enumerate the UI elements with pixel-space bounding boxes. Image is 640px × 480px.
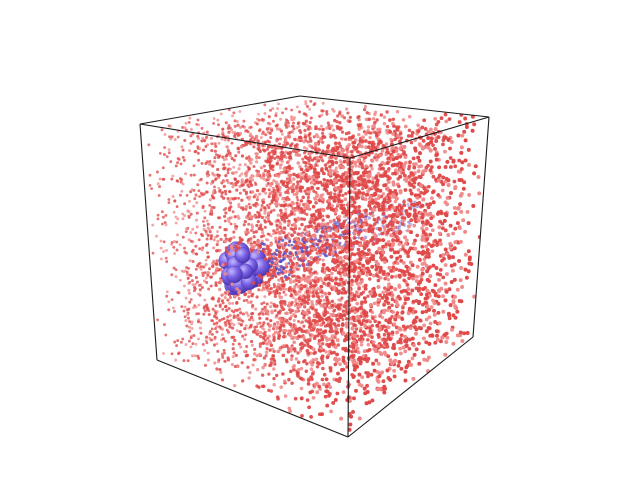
box-edge-bottom-left [156, 359, 349, 438]
box-edge-top-back [139, 95, 301, 125]
box-edge-top-right [299, 95, 490, 118]
solute-atom [225, 265, 243, 284]
solute-cluster[interactable] [218, 241, 271, 296]
solute-atom [234, 247, 251, 264]
solvent-particles-back [147, 99, 398, 393]
box-edge-top-right-front [349, 116, 490, 159]
box-edge-bottom-right [347, 336, 474, 438]
box-edge-front-vertical [347, 157, 351, 438]
box-edge-top-left-front [139, 123, 351, 159]
box-edge-left-vertical [139, 123, 158, 361]
solvent-particles-front [211, 110, 482, 432]
box-edge-right-vertical [472, 116, 490, 338]
simulation-box-edges [139, 95, 490, 438]
